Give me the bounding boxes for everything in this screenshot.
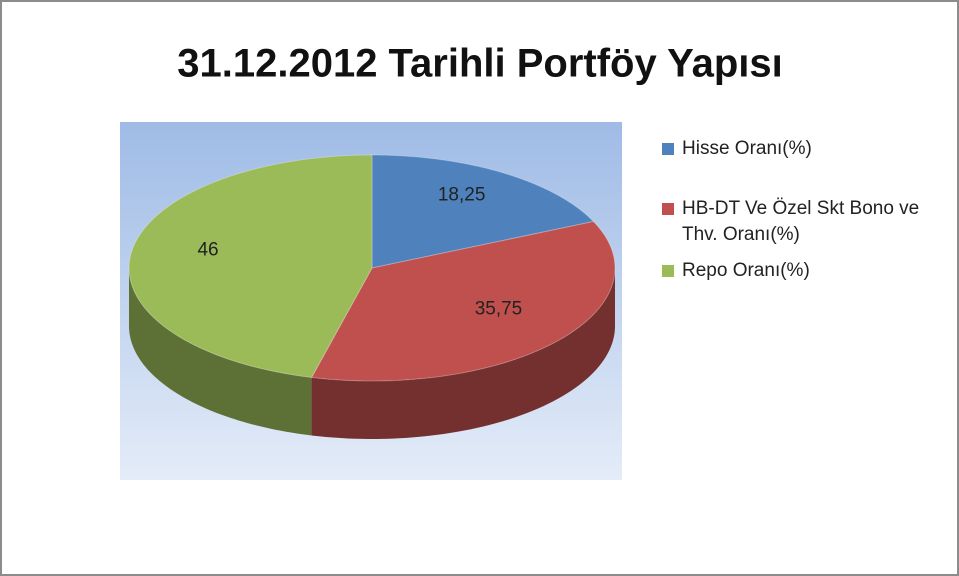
legend-entry: Hisse Oranı(%) — [662, 136, 947, 162]
legend-entry: HB-DT Ve Özel Skt Bono ve Thv. Oranı(%) — [662, 196, 947, 248]
legend-label: Repo Oranı(%) — [682, 260, 810, 281]
legend-swatch — [662, 143, 674, 155]
slice-side — [311, 268, 615, 439]
data-label: 18,25 — [438, 184, 486, 205]
slice — [371, 154, 595, 269]
legend-entry: Repo Oranı(%) — [662, 258, 947, 284]
data-label: 35,75 — [475, 298, 523, 319]
legend-swatch — [662, 265, 674, 277]
slice-side — [129, 268, 312, 436]
slice — [310, 220, 616, 382]
slice — [128, 154, 373, 378]
legend-swatch — [662, 203, 674, 215]
legend-label: HB-DT Ve Özel Skt Bono ve Thv. Oranı(%) — [682, 198, 920, 245]
data-label: 46 — [197, 239, 218, 260]
legend-label: Hisse Oranı(%) — [682, 138, 812, 159]
legend: Hisse Oranı(%) HB-DT Ve Özel Skt Bono ve … — [662, 136, 947, 284]
chart-title: 31.12.2012 Tarihli Portföy Yapısı — [177, 42, 783, 86]
pie: 18,25 35,75 46 — [128, 154, 616, 439]
